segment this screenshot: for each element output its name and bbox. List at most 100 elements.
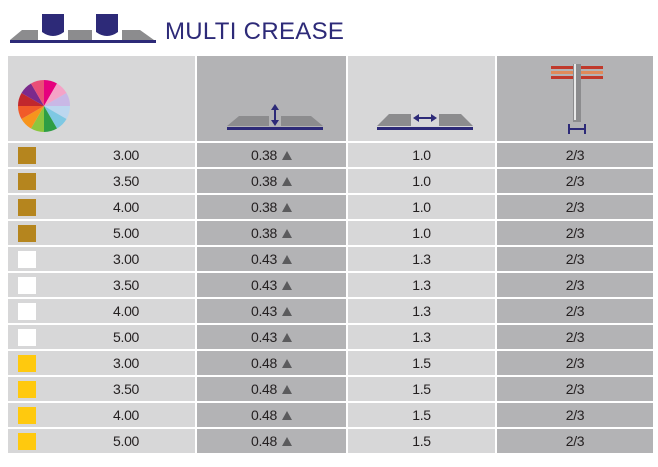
point-value: 2/3 — [565, 433, 585, 449]
triangle-icon — [282, 281, 293, 290]
cell-size: 5.00 — [8, 429, 195, 455]
color-wheel-segment — [44, 93, 70, 106]
table-row: 3.00 0.38 1.0 2/3 — [8, 143, 653, 169]
cell-crease-height: 0.48 — [195, 351, 346, 377]
cell-point: 2/3 — [495, 247, 653, 273]
cell-size: 3.50 — [8, 169, 195, 195]
cell-crease-height: 0.43 — [195, 325, 346, 351]
width-value: 1.5 — [412, 407, 431, 423]
cell-crease-height: 0.38 — [195, 221, 346, 247]
height-value: 0.38 — [250, 147, 278, 163]
point-value: 2/3 — [565, 407, 585, 423]
cell-point: 2/3 — [495, 429, 653, 455]
table-row: 3.00 0.48 1.5 2/3 — [8, 351, 653, 377]
size-value: 4.00 — [113, 407, 140, 423]
color-wheel-segment — [44, 106, 70, 119]
header-rule-thickness — [495, 56, 653, 143]
triangle-icon — [282, 177, 293, 186]
point-value: 2/3 — [565, 329, 585, 345]
size-value: 5.00 — [113, 329, 140, 345]
cell-crease-width: 1.5 — [346, 429, 495, 455]
point-value: 2/3 — [565, 303, 585, 319]
spec-table: 3.00 0.38 1.0 2/3 3.50 0.38 1.0 2/3 — [8, 56, 653, 455]
cell-point: 2/3 — [495, 273, 653, 299]
triangle-icon — [282, 151, 293, 160]
cell-crease-width: 1.3 — [346, 325, 495, 351]
color-swatch — [18, 329, 36, 346]
size-value: 4.00 — [113, 199, 140, 215]
color-swatch — [18, 173, 36, 190]
cell-point: 2/3 — [495, 299, 653, 325]
point-value: 2/3 — [565, 355, 585, 371]
size-value: 3.50 — [113, 173, 140, 189]
color-swatch — [18, 147, 36, 164]
color-wheel-segment — [21, 106, 44, 129]
cell-crease-width: 1.5 — [346, 377, 495, 403]
triangle-icon — [282, 333, 293, 342]
cell-point: 2/3 — [495, 221, 653, 247]
height-value: 0.48 — [250, 355, 278, 371]
table-row: 4.00 0.43 1.3 2/3 — [8, 299, 653, 325]
color-swatch — [18, 355, 36, 372]
color-swatch — [18, 277, 36, 294]
table-row: 3.50 0.48 1.5 2/3 — [8, 377, 653, 403]
cell-crease-height: 0.48 — [195, 377, 346, 403]
color-swatch — [18, 407, 36, 424]
size-value: 3.00 — [113, 147, 140, 163]
cell-size: 3.00 — [8, 247, 195, 273]
height-value: 0.48 — [250, 407, 278, 423]
cell-crease-width: 1.0 — [346, 143, 495, 169]
cell-crease-height: 0.48 — [195, 403, 346, 429]
table-row: 5.00 0.43 1.3 2/3 — [8, 325, 653, 351]
color-swatch — [18, 303, 36, 320]
width-value: 1.0 — [412, 199, 431, 215]
triangle-icon — [282, 203, 293, 212]
size-value: 5.00 — [113, 433, 140, 449]
size-value: 5.00 — [113, 225, 140, 241]
cell-crease-width: 1.0 — [346, 195, 495, 221]
triangle-icon — [282, 255, 293, 264]
color-swatch — [18, 199, 36, 216]
width-value: 1.0 — [412, 147, 431, 163]
cell-crease-width: 1.0 — [346, 221, 495, 247]
height-value: 0.48 — [250, 381, 278, 397]
title-bar: MULTI CREASE — [0, 0, 658, 56]
height-value: 0.38 — [250, 199, 278, 215]
color-wheel-segment — [44, 80, 57, 106]
triangle-icon — [282, 359, 293, 368]
height-value: 0.48 — [250, 433, 278, 449]
point-value: 2/3 — [565, 251, 585, 267]
cell-size: 4.00 — [8, 299, 195, 325]
triangle-icon — [282, 229, 293, 238]
cell-crease-height: 0.43 — [195, 247, 346, 273]
width-value: 1.0 — [412, 173, 431, 189]
color-wheel-segment — [31, 106, 44, 132]
size-value: 3.50 — [113, 277, 140, 293]
cell-crease-width: 1.0 — [346, 169, 495, 195]
header-crease-height — [195, 56, 346, 143]
table-row: 3.00 0.43 1.3 2/3 — [8, 247, 653, 273]
width-value: 1.5 — [412, 381, 431, 397]
color-swatch — [18, 251, 36, 268]
cell-size: 4.00 — [8, 195, 195, 221]
table-row: 3.50 0.43 1.3 2/3 — [8, 273, 653, 299]
cell-crease-height: 0.43 — [195, 273, 346, 299]
color-wheel-segment — [44, 106, 57, 132]
cell-size: 3.50 — [8, 377, 195, 403]
color-swatch — [18, 433, 36, 450]
cell-crease-height: 0.38 — [195, 143, 346, 169]
width-value: 1.0 — [412, 225, 431, 241]
header-row — [8, 56, 653, 143]
point-value: 2/3 — [565, 381, 585, 397]
color-wheel-segment — [44, 83, 67, 106]
color-wheel-segment — [17, 93, 44, 106]
color-swatch — [18, 381, 36, 398]
crease-rule-logo-icon — [10, 14, 156, 43]
color-swatch — [18, 225, 36, 242]
triangle-icon — [282, 385, 293, 394]
cell-size: 3.50 — [8, 273, 195, 299]
color-wheel-icon — [17, 80, 70, 132]
cell-crease-height: 0.38 — [195, 169, 346, 195]
point-value: 2/3 — [565, 147, 585, 163]
color-wheel-segment — [31, 80, 44, 106]
